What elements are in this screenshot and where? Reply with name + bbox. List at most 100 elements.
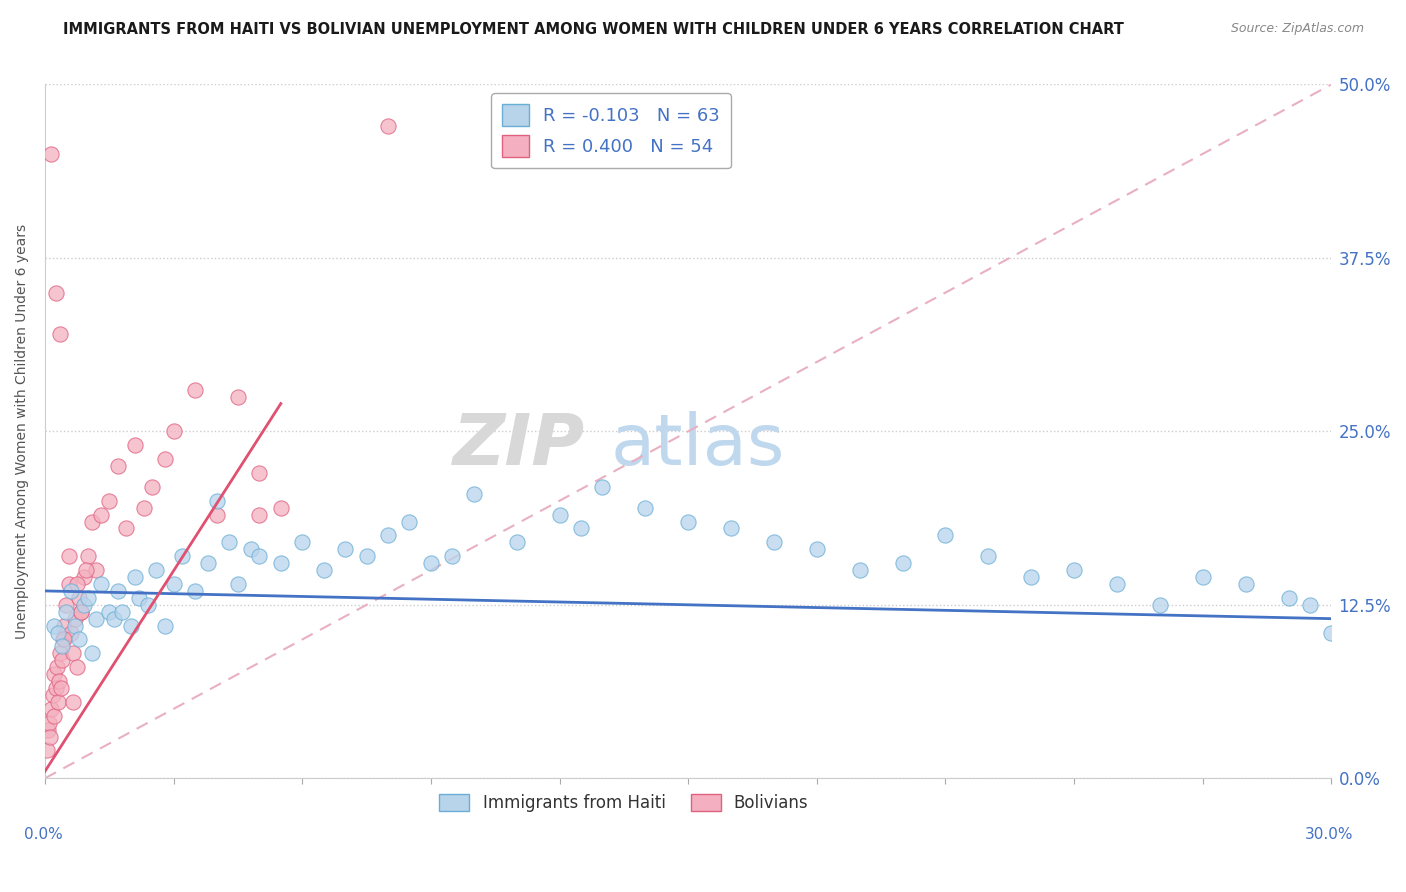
Point <box>205 508 228 522</box>
Point <box>59 625 82 640</box>
Point <box>312 563 335 577</box>
Point <box>51 681 73 695</box>
Point <box>226 390 249 404</box>
Point <box>66 577 89 591</box>
Point <box>1320 625 1343 640</box>
Point <box>891 556 914 570</box>
Point <box>58 549 80 564</box>
Y-axis label: Unemployment Among Women with Children Under 6 years: Unemployment Among Women with Children U… <box>15 224 30 639</box>
Point <box>569 521 592 535</box>
Point <box>132 500 155 515</box>
Text: atlas: atlas <box>612 410 786 480</box>
Point <box>107 583 129 598</box>
Point <box>1277 591 1299 605</box>
Point <box>153 452 176 467</box>
Point <box>111 605 134 619</box>
Point <box>67 632 90 647</box>
Point <box>41 146 63 161</box>
Point <box>38 715 60 730</box>
Point <box>107 458 129 473</box>
Point <box>90 508 112 522</box>
Point <box>226 577 249 591</box>
Point <box>58 577 80 591</box>
Point <box>39 730 62 744</box>
Point <box>218 535 240 549</box>
Point <box>63 618 86 632</box>
Point <box>333 542 356 557</box>
Point <box>128 591 150 605</box>
Point <box>62 646 84 660</box>
Point <box>419 556 441 570</box>
Point <box>1019 570 1042 584</box>
Point <box>53 632 76 647</box>
Point <box>55 605 77 619</box>
Point <box>153 618 176 632</box>
Point <box>720 521 742 535</box>
Point <box>82 515 104 529</box>
Point <box>98 493 121 508</box>
Point <box>676 515 699 529</box>
Point <box>848 563 870 577</box>
Point <box>120 618 142 632</box>
Text: ZIP: ZIP <box>453 410 585 480</box>
Point <box>90 577 112 591</box>
Point <box>37 723 59 737</box>
Point <box>46 660 69 674</box>
Point <box>67 591 90 605</box>
Point <box>162 425 184 439</box>
Point <box>124 570 146 584</box>
Point <box>103 612 125 626</box>
Point <box>124 438 146 452</box>
Point <box>145 563 167 577</box>
Point <box>1191 570 1213 584</box>
Point <box>634 500 657 515</box>
Point <box>463 487 485 501</box>
Point <box>1149 598 1171 612</box>
Point <box>934 528 956 542</box>
Point <box>115 521 138 535</box>
Point <box>72 598 94 612</box>
Point <box>270 556 292 570</box>
Point <box>86 612 108 626</box>
Point <box>548 508 571 522</box>
Point <box>398 515 420 529</box>
Point <box>72 570 94 584</box>
Point <box>42 667 65 681</box>
Point <box>82 646 104 660</box>
Point <box>377 528 399 542</box>
Point <box>1063 563 1085 577</box>
Text: 0.0%: 0.0% <box>24 827 62 842</box>
Point <box>247 508 270 522</box>
Point <box>37 743 59 757</box>
Point <box>762 535 785 549</box>
Point <box>136 598 159 612</box>
Point <box>41 688 63 702</box>
Legend: Immigrants from Haiti, Bolivians: Immigrants from Haiti, Bolivians <box>433 787 815 819</box>
Point <box>591 480 613 494</box>
Point <box>59 583 82 598</box>
Point <box>1299 598 1322 612</box>
Point <box>51 653 73 667</box>
Point <box>806 542 828 557</box>
Point <box>53 618 76 632</box>
Point <box>45 285 67 300</box>
Point <box>75 563 97 577</box>
Point <box>247 549 270 564</box>
Point <box>46 625 69 640</box>
Point <box>162 577 184 591</box>
Point <box>42 618 65 632</box>
Text: 30.0%: 30.0% <box>1305 827 1353 842</box>
Point <box>49 327 72 342</box>
Point <box>247 466 270 480</box>
Point <box>291 535 314 549</box>
Point <box>76 549 98 564</box>
Point <box>184 383 207 397</box>
Point <box>141 480 163 494</box>
Point <box>1234 577 1257 591</box>
Point <box>48 674 70 689</box>
Point <box>63 612 86 626</box>
Point <box>52 632 75 647</box>
Point <box>62 695 84 709</box>
Point <box>66 660 89 674</box>
Point <box>205 493 228 508</box>
